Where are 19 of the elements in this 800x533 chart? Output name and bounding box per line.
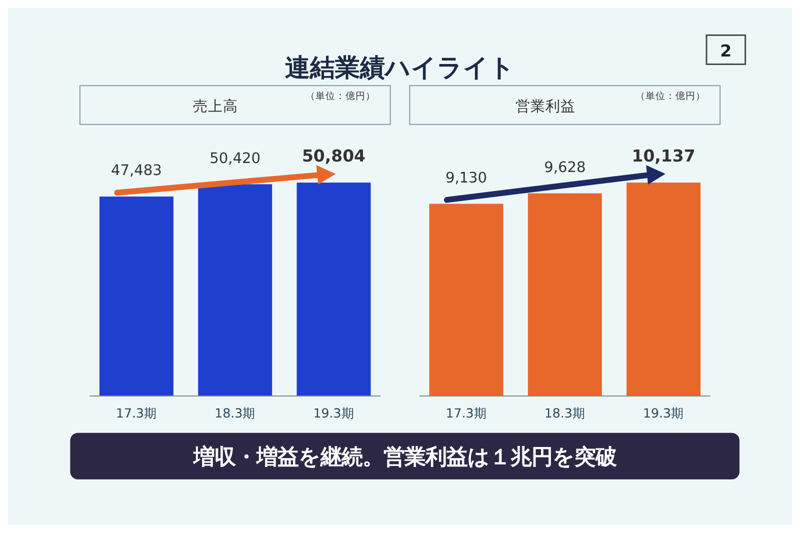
x-tick-label: 18.3期 (544, 405, 586, 420)
data-label: 9,628 (544, 160, 586, 176)
x-tick-label: 17.3期 (446, 405, 487, 420)
chart-title: 営業利益 (515, 98, 576, 115)
x-tick-label: 19.3期 (643, 405, 684, 420)
x-tick-label: 19.3期 (313, 405, 354, 420)
text: 増収・増益を継続。営業利益は１兆円を突破 (192, 444, 618, 470)
chart-subtitle: （単位：億円） (636, 90, 706, 102)
data-label: 10,137 (632, 146, 696, 166)
data-label: 9,130 (445, 170, 488, 186)
data-label: 47,483 (111, 163, 162, 180)
x-tick-label: 17.3期 (116, 405, 157, 420)
chart-title: 売上高 (193, 98, 238, 115)
chart-subtitle: （単位：億円） (306, 90, 376, 102)
data-label: 50,420 (210, 150, 261, 167)
text: 連結業績ハイライト (285, 52, 515, 82)
text: 2 (720, 42, 732, 60)
data-label: 50,804 (302, 146, 366, 166)
x-tick-label: 18.3期 (214, 405, 256, 420)
